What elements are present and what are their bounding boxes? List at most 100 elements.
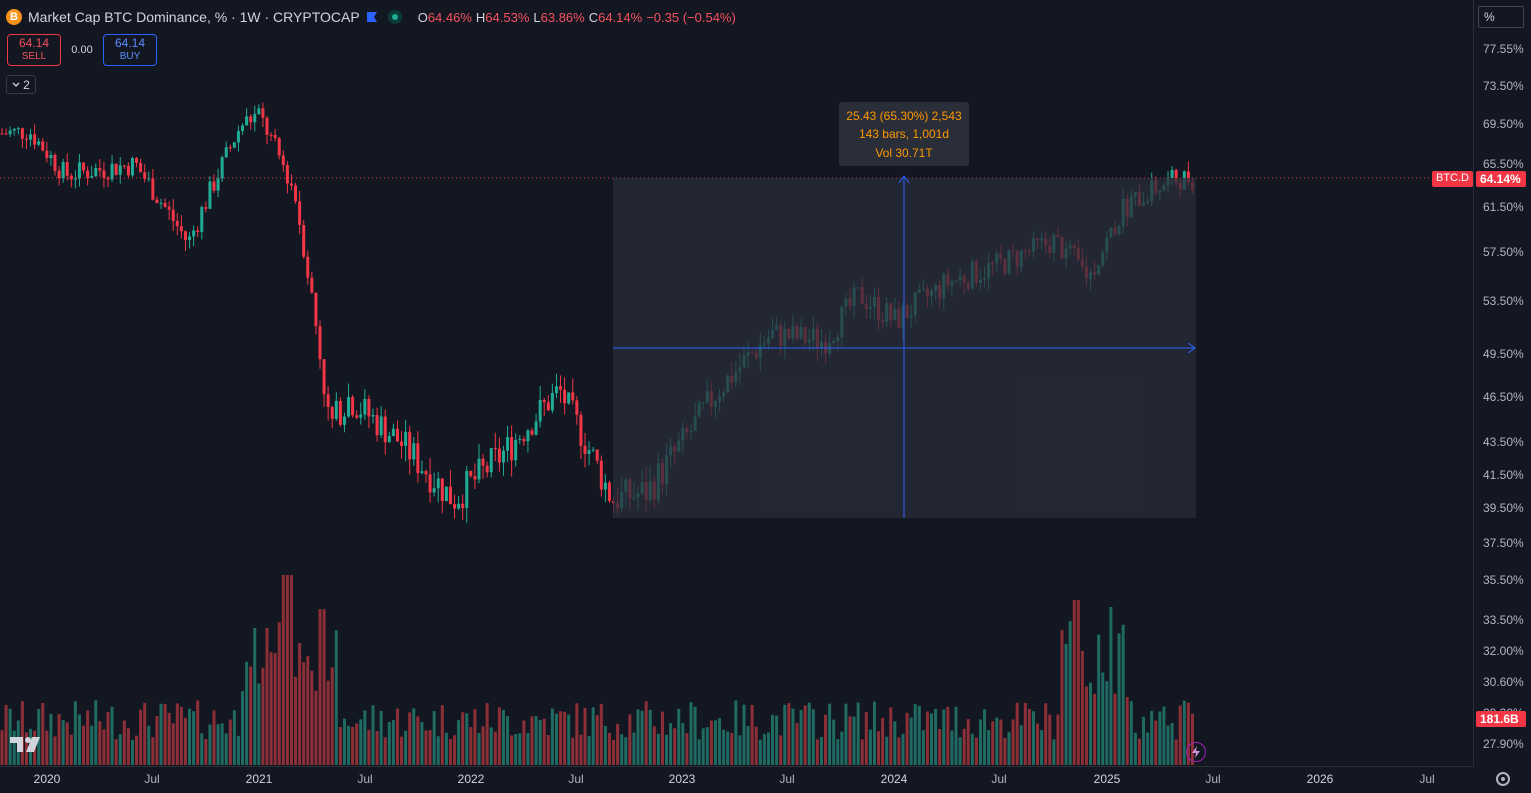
- time-label: Jul: [1419, 772, 1435, 786]
- volume-bar: [930, 713, 934, 765]
- candle-body: [155, 199, 159, 203]
- volume-bar: [713, 720, 717, 765]
- volume-bar: [1040, 730, 1044, 765]
- volume-bar: [289, 575, 293, 765]
- time-label: Jul: [568, 772, 584, 786]
- symbol-title[interactable]: Market Cap BTC Dominance, % · 1W · CRYPT…: [28, 9, 360, 25]
- candle-body: [342, 416, 346, 425]
- candle-body: [228, 147, 232, 149]
- volume-bar: [167, 712, 171, 765]
- candle-body: [338, 400, 342, 425]
- candle-body: [485, 465, 489, 473]
- candle-body: [595, 449, 599, 461]
- measure-tool[interactable]: [613, 175, 1196, 518]
- candle-body: [314, 292, 318, 327]
- price-label: 77.55%: [1483, 42, 1524, 56]
- volume-tag: 181.6B: [1476, 711, 1526, 727]
- volume-bar: [828, 703, 832, 765]
- volume-bar: [241, 691, 245, 765]
- candle-body: [277, 138, 281, 156]
- candle-body: [302, 225, 306, 257]
- indicators-toggle-button[interactable]: 2: [6, 75, 36, 94]
- candle-body: [591, 449, 595, 451]
- candle-body: [65, 162, 69, 176]
- candle-body: [167, 206, 171, 210]
- candle-body: [363, 398, 367, 415]
- price-label: 46.50%: [1483, 390, 1524, 404]
- candle-body: [514, 439, 518, 461]
- volume-bar: [1113, 693, 1117, 765]
- lightning-icon[interactable]: [1186, 742, 1206, 762]
- volume-bar: [469, 726, 473, 765]
- candle-body: [61, 162, 65, 179]
- candle-body: [575, 400, 579, 415]
- volume-bar: [61, 720, 65, 765]
- volume-bar: [1154, 720, 1158, 765]
- price-label: 30.60%: [1483, 675, 1524, 689]
- axis-unit-field[interactable]: %: [1478, 6, 1524, 28]
- price-axis[interactable]: [1473, 0, 1531, 766]
- volume-bar: [1084, 686, 1088, 765]
- measure-right-arrow: [1187, 342, 1196, 354]
- price-label: 39.50%: [1483, 501, 1524, 515]
- volume-bar: [840, 731, 844, 765]
- volume-bar: [493, 731, 497, 765]
- volume-bar: [1150, 710, 1154, 765]
- volume-bar: [359, 719, 363, 765]
- candle-body: [69, 175, 73, 180]
- candle-body: [1170, 169, 1174, 178]
- volume-bar: [819, 737, 823, 765]
- flag-icon[interactable]: [366, 11, 378, 23]
- candle-body: [4, 133, 8, 135]
- volume-bar: [457, 720, 461, 765]
- volume-bar: [355, 723, 359, 765]
- settings-icon[interactable]: [1496, 772, 1510, 786]
- volume-bar: [1137, 738, 1141, 765]
- candle-body: [583, 445, 587, 454]
- volume-bar: [347, 725, 351, 765]
- volume-bar: [24, 732, 28, 765]
- candle-body: [236, 131, 240, 143]
- volume-bar: [298, 643, 302, 765]
- volume-bar: [783, 704, 787, 765]
- volume-bar: [779, 735, 783, 765]
- sell-button[interactable]: 64.14 SELL: [7, 34, 61, 66]
- volume-bar: [958, 737, 962, 765]
- candle-body: [371, 414, 375, 417]
- volume-bar: [481, 726, 485, 765]
- volume-bar: [228, 719, 232, 765]
- volume-bar: [624, 737, 628, 765]
- candle-body: [220, 157, 224, 179]
- volume-bar: [1117, 633, 1121, 765]
- candle-body: [322, 359, 326, 395]
- volume-bar: [563, 711, 567, 765]
- candlestick-chart[interactable]: [0, 0, 1473, 766]
- volume-bar: [1142, 716, 1146, 765]
- candle-body: [24, 138, 28, 140]
- candle-body: [281, 155, 285, 166]
- buy-button[interactable]: 64.14 BUY: [103, 34, 157, 66]
- volume-bar: [889, 707, 893, 765]
- candle-body: [1186, 171, 1190, 183]
- tradingview-logo[interactable]: [10, 735, 44, 753]
- candle-body: [135, 158, 139, 163]
- candle-body: [232, 142, 236, 148]
- volume-bar: [534, 715, 538, 765]
- candle-body: [461, 503, 465, 509]
- candle-body: [571, 392, 575, 401]
- time-axis[interactable]: [0, 766, 1473, 793]
- candle-body: [257, 108, 261, 115]
- volume-bar: [330, 667, 334, 765]
- volume-bar: [220, 723, 224, 765]
- volume-bar: [379, 710, 383, 765]
- candle-body: [530, 430, 534, 435]
- candle-body: [391, 428, 395, 437]
- volume-bar: [815, 739, 819, 765]
- candle-body: [265, 117, 269, 135]
- volume-bar: [620, 734, 624, 765]
- volume-bar: [978, 719, 982, 765]
- volume-bar: [94, 700, 98, 765]
- candle-body: [298, 201, 302, 226]
- volume-bar: [950, 730, 954, 765]
- candle-body: [383, 416, 387, 443]
